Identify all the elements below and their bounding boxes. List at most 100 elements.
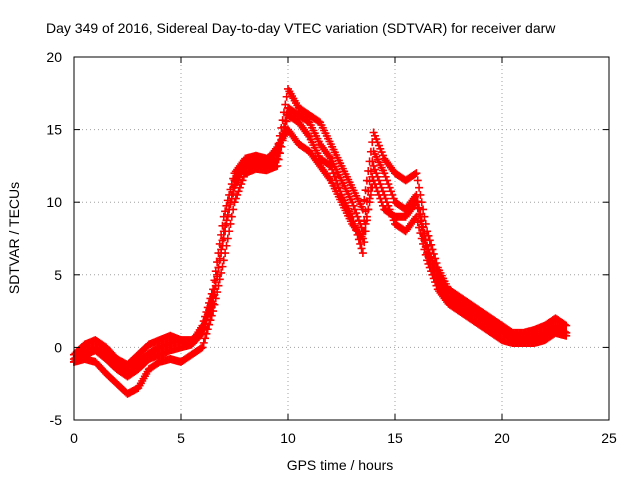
- data-point-interp: [221, 221, 230, 230]
- data-point: [326, 161, 335, 170]
- data-series-track-4: [70, 125, 571, 375]
- data-point-interp: [222, 241, 231, 250]
- data-point-interp: [333, 180, 342, 189]
- data-point-interp: [357, 244, 366, 253]
- data-point-interp: [211, 294, 220, 303]
- data-point-interp: [366, 167, 375, 176]
- data-point-interp: [365, 177, 374, 186]
- data-point-interp: [356, 239, 365, 248]
- x-axis-title: GPS time / hours: [287, 457, 394, 473]
- data-point-interp: [197, 327, 206, 336]
- data-point-interp: [365, 198, 374, 207]
- data-point-interp: [386, 187, 395, 196]
- chart-title: Day 349 of 2016, Sidereal Day-to-day VTE…: [46, 20, 556, 36]
- x-tick-label: 15: [387, 430, 403, 446]
- data-point-interp: [227, 212, 236, 221]
- data-point-interp: [282, 117, 291, 126]
- data-point-interp: [411, 170, 420, 179]
- data-point-interp: [237, 180, 246, 189]
- data-point-interp: [431, 270, 440, 279]
- data-point-interp: [329, 169, 338, 178]
- data-point-interp: [417, 216, 426, 225]
- data-point: [198, 343, 207, 352]
- data-point-interp: [197, 344, 206, 353]
- data-points-layer: [70, 84, 571, 398]
- data-point-interp: [370, 180, 379, 189]
- data-point: [380, 169, 389, 178]
- y-tick-label: 0: [54, 339, 62, 355]
- data-point-interp: [413, 176, 422, 185]
- data-point-interp: [428, 263, 437, 272]
- data-point-interp: [211, 281, 220, 290]
- data-point: [219, 256, 228, 265]
- data-point-interp: [304, 131, 313, 140]
- data-point-interp: [215, 254, 224, 263]
- y-tick-label: 15: [46, 122, 62, 138]
- data-point-interp: [419, 222, 428, 231]
- data-point: [562, 321, 571, 330]
- data-point-interp: [218, 236, 227, 245]
- data-point-interp: [416, 209, 425, 218]
- data-point-interp: [210, 290, 219, 299]
- data-point-interp: [330, 172, 339, 181]
- data-point-interp: [199, 338, 208, 347]
- data-point-interp: [201, 334, 210, 343]
- data-point-interp: [415, 203, 424, 212]
- data-point-interp: [281, 116, 290, 125]
- data-point-interp: [221, 249, 230, 258]
- data-point-interp: [217, 245, 226, 254]
- data-point-interp: [384, 180, 393, 189]
- data-point: [219, 227, 228, 236]
- x-tick-label: 10: [280, 430, 296, 446]
- data-point-interp: [349, 201, 358, 210]
- data-point-interp: [385, 183, 394, 192]
- x-tick-label: 25: [601, 430, 617, 446]
- data-point-interp: [233, 190, 242, 199]
- data-point-interp: [415, 210, 424, 219]
- data-point-interp: [427, 240, 436, 249]
- data-point-interp: [425, 256, 434, 265]
- data-point-interp: [226, 200, 235, 209]
- data-point-interp: [274, 155, 283, 164]
- data-point-interp: [223, 210, 232, 219]
- data-point-interp: [218, 262, 227, 271]
- data-point-interp: [413, 204, 422, 213]
- data-point-interp: [279, 122, 288, 131]
- data-point-interp: [377, 198, 386, 207]
- data-point-interp: [205, 320, 214, 329]
- ticks-layer: 0 5 10 15 20 25 -5 0 5 10 15 20: [46, 49, 617, 446]
- data-point-interp: [350, 205, 359, 214]
- data-point-interp: [427, 259, 436, 268]
- data-point: [369, 161, 378, 170]
- data-point-interp: [373, 187, 382, 196]
- data-point: [562, 328, 571, 337]
- data-point-interp: [275, 149, 284, 158]
- data-point-interp: [419, 229, 428, 238]
- data-point: [209, 299, 218, 308]
- data-point-interp: [432, 274, 441, 283]
- y-tick-label: -5: [50, 412, 63, 428]
- data-point-interp: [381, 172, 390, 181]
- data-point-interp: [416, 217, 425, 226]
- plot-frame: [73, 56, 610, 421]
- data-point-interp: [373, 172, 382, 181]
- data-point: [348, 198, 357, 207]
- data-point: [412, 190, 421, 199]
- data-point-interp: [234, 187, 243, 196]
- data-point-interp: [382, 176, 391, 185]
- data-point-interp: [362, 212, 371, 221]
- data-point-interp: [357, 232, 366, 241]
- data-point-interp: [213, 272, 222, 281]
- data-point: [273, 161, 282, 170]
- data-point: [423, 249, 432, 258]
- data-point-interp: [354, 216, 363, 225]
- data-point-interp: [420, 236, 429, 245]
- data-point-interp: [225, 205, 234, 214]
- data-point-interp: [560, 320, 569, 329]
- data-point-interp: [424, 252, 433, 261]
- data-point-interp: [325, 160, 334, 169]
- data-point-interp: [366, 190, 375, 199]
- data-point: [358, 249, 367, 258]
- data-point: [369, 176, 378, 185]
- data-point-interp: [352, 209, 361, 218]
